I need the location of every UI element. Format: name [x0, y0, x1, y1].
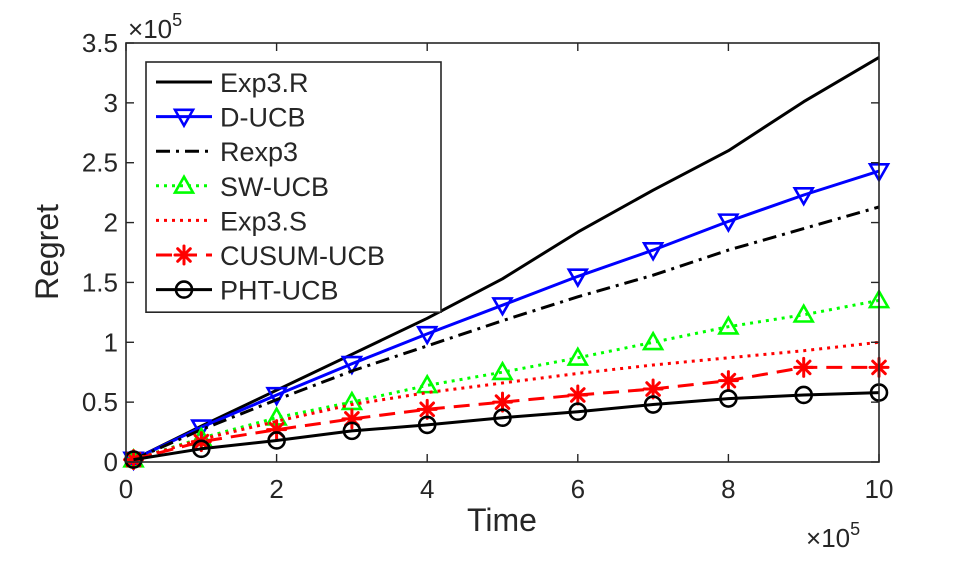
- legend-box: [145, 61, 442, 313]
- series-rexp3: [132, 205, 880, 461]
- x-tick-label: 10: [865, 474, 894, 504]
- legend-marker: [173, 244, 195, 266]
- legend-entry: SW-UCB: [156, 172, 329, 202]
- x-tick-label: 6: [571, 474, 585, 504]
- legend-label: Exp3.S: [220, 206, 307, 236]
- x-tick-label: 8: [721, 474, 735, 504]
- series-line: [133, 340, 880, 462]
- data-point: [192, 439, 211, 459]
- series-line: [132, 56, 880, 461]
- y-axis-multiplier: ×105: [128, 10, 182, 44]
- series-exp3-s: [133, 340, 880, 462]
- y-tick-label: 0: [104, 447, 118, 477]
- legend-marker: [174, 280, 194, 299]
- y-tick-label: 0.5: [82, 387, 118, 417]
- legend-label: Rexp3: [220, 137, 298, 167]
- legend-entry: PHT-UCB: [156, 276, 339, 306]
- y-tick-label: 2: [104, 208, 118, 238]
- data-point: [794, 385, 814, 405]
- y-tick-label: 1: [104, 327, 118, 357]
- x-tick-label: 0: [119, 474, 133, 504]
- legend-entry: D-UCB: [156, 103, 306, 133]
- legend-label: Exp3.R: [220, 68, 309, 98]
- legend-entry: Exp3.R: [156, 68, 309, 98]
- y-tick-label: 2.5: [82, 148, 118, 178]
- y-tick-label: 3: [104, 88, 118, 118]
- data-point: [491, 360, 514, 381]
- plot-area-frame: [125, 42, 880, 463]
- data-point: [717, 370, 739, 392]
- legend-label: SW-UCB: [220, 172, 329, 202]
- legend-entry: CUSUM-UCB: [156, 241, 385, 271]
- series-line: [132, 205, 880, 461]
- data-point: [567, 384, 589, 406]
- data-point: [265, 386, 288, 407]
- legend-label: CUSUM-UCB: [220, 241, 385, 271]
- data-point: [340, 355, 364, 376]
- data-point: [342, 421, 362, 441]
- y-tick-label: 1.5: [82, 267, 118, 297]
- data-point: [719, 389, 738, 408]
- legend-entry: Rexp3: [156, 137, 298, 167]
- axes-layer: 0 2 4 6 8 10 0 0.5 1 1.5 2 2.5 3 3.5: [82, 28, 894, 504]
- data-point: [493, 408, 512, 428]
- svg-text:×105: ×105: [128, 10, 182, 44]
- data-point: [417, 415, 437, 435]
- data-point: [793, 356, 815, 378]
- series-cusum-ucb: [123, 356, 890, 471]
- data-point: [643, 395, 663, 414]
- y-multiplier-exponent: 5: [172, 10, 182, 30]
- series-layer: [122, 56, 891, 472]
- x-axis-title: Time: [467, 502, 537, 538]
- series-line: [133, 391, 880, 462]
- legend-label: PHT-UCB: [220, 276, 339, 306]
- data-point: [566, 268, 590, 289]
- data-point: [792, 303, 815, 323]
- x-multiplier-exponent: 5: [850, 519, 860, 539]
- data-point: [641, 330, 665, 351]
- y-axis-title: Regret: [29, 204, 65, 300]
- data-point: [267, 431, 286, 450]
- legend-marker: [172, 108, 196, 129]
- series-line: [132, 169, 880, 461]
- legend-label: D-UCB: [220, 103, 306, 133]
- x-tick-label: 4: [420, 474, 434, 504]
- legend-marker: [172, 174, 196, 194]
- y-tick-label: 3.5: [82, 28, 118, 58]
- x-multiplier-base: 10: [821, 523, 850, 553]
- data-point: [492, 391, 513, 413]
- series-line: [133, 365, 879, 462]
- data-point: [717, 213, 740, 233]
- data-point: [491, 297, 514, 317]
- data-point: [568, 402, 588, 422]
- y-multiplier-base: 10: [143, 14, 172, 44]
- series-exp3-r: [132, 56, 880, 461]
- data-point: [416, 398, 438, 420]
- data-point: [566, 346, 590, 366]
- data-point: [415, 325, 439, 346]
- data-point: [415, 373, 439, 394]
- x-tick-label: 2: [269, 474, 283, 504]
- data-point: [792, 186, 815, 207]
- legend-entry: Exp3.S: [156, 206, 307, 236]
- data-point: [642, 378, 664, 400]
- data-point: [641, 242, 665, 262]
- legend: Exp3.R D-UCB Rexp3 SW-UCB Exp3.S CUSUM-UCB PHT…: [145, 61, 442, 313]
- data-point: [717, 315, 740, 335]
